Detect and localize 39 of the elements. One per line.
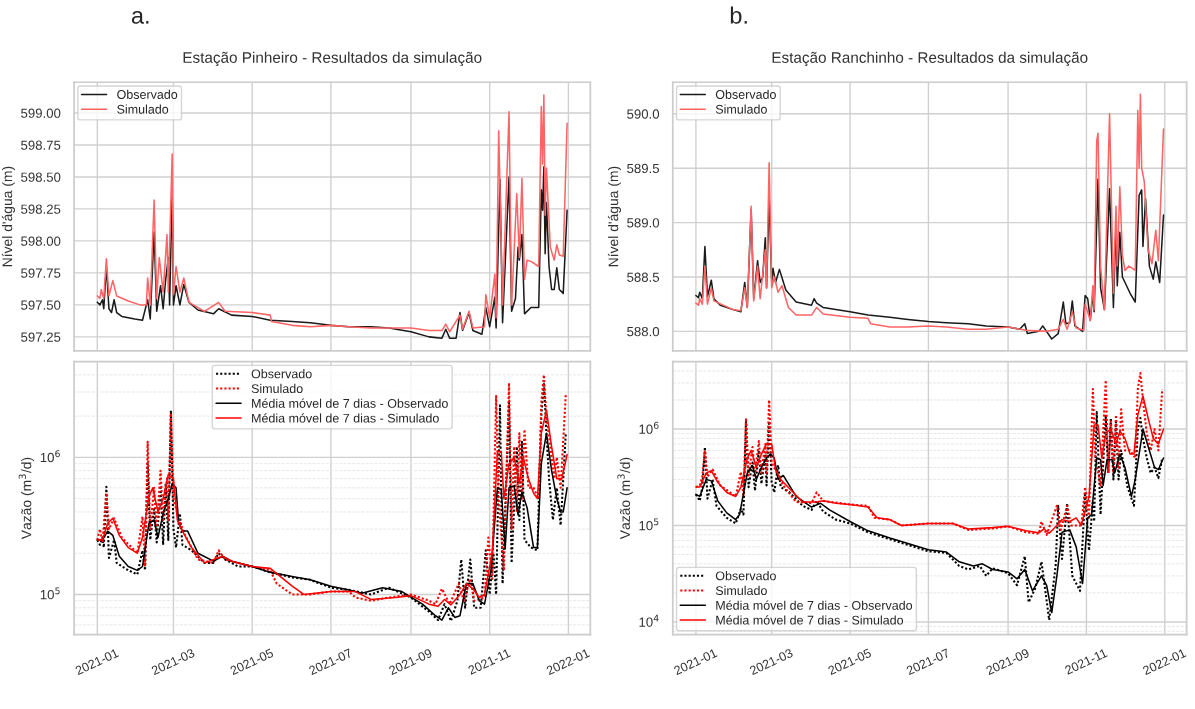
y-tick-label: 597.50 [21, 300, 61, 310]
y-tick-label: 10$^{6}$ [639, 421, 659, 434]
y-tick-label: 10$^{5}$ [40, 587, 60, 600]
chart-title: Estação Ranchinho - Resultados da simulação [772, 51, 1088, 67]
legend-label: Observado [117, 89, 178, 99]
legend-label: Simulado [251, 383, 303, 394]
legend-label: Simulado [715, 585, 767, 596]
y-tick-label: 588.0 [627, 326, 660, 337]
y-axis-title: Nível d'água (m) [607, 166, 622, 267]
y-tick-label: 590.0 [627, 109, 660, 119]
legend-label: Simulado [117, 104, 169, 114]
legend-label: Média móvel de 7 dias - Observado [252, 398, 448, 408]
line-series [96, 165, 568, 339]
text: a. [131, 10, 149, 24]
chart-title: Estação Pinheiro - Resultados da simulação [183, 51, 482, 67]
legend-label: Média móvel de 7 dias - Simulado [716, 615, 904, 625]
y-axis-title: Nível d'água (m) [1, 166, 15, 267]
legend-label: Observado [251, 369, 312, 379]
legend-label: Média móvel de 7 dias - Observado [716, 600, 913, 610]
y-tick-label: 598.00 [21, 236, 61, 246]
y-tick-label: 589.0 [627, 218, 660, 228]
y-tick-label: 10$^{6}$ [40, 450, 60, 463]
y-axis-title: Vazão (m$^{3}$/d) [617, 457, 633, 540]
y-tick-label: 598.75 [21, 140, 61, 150]
text: b. [730, 6, 747, 24]
y-axis-title: Vazão (m$^{3}$/d) [18, 457, 35, 540]
y-tick-label: 10$^{4}$ [639, 614, 659, 627]
y-tick-label: 10$^{5}$ [639, 518, 659, 531]
legend-label: Simulado [715, 104, 767, 114]
legend-label: Média móvel de 7 dias - Simulado [252, 413, 439, 423]
y-tick-label: 598.25 [21, 204, 61, 214]
legend-label: Observado [715, 89, 776, 99]
y-tick-label: 588.5 [627, 272, 660, 282]
legend-label: Observado [715, 571, 776, 581]
y-tick-label: 597.25 [21, 332, 61, 342]
y-tick-label: 598.50 [21, 172, 61, 182]
y-tick-label: 597.75 [21, 268, 61, 278]
y-tick-label: 599.00 [21, 108, 61, 118]
y-tick-label: 589.5 [627, 163, 660, 174]
